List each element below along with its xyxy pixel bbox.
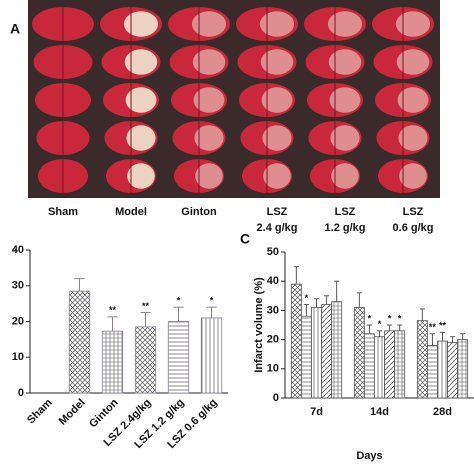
infarct [397,87,429,113]
bar [374,336,385,399]
bar [363,333,375,399]
bar [321,304,333,399]
brain-slices [32,7,434,193]
x-tick-label: 14d [370,406,389,418]
infarct [395,11,431,37]
significance-label: * [305,293,309,303]
bar [384,330,396,399]
bar [300,315,312,399]
y-tick-label: 30 [12,280,24,292]
bar [394,330,406,399]
column-label: LSZ [335,206,356,218]
bar [416,320,428,399]
infarct [398,125,428,151]
significance-label: * [210,296,214,306]
bar [426,345,438,399]
significance-label: ** [429,322,437,332]
bar [167,321,190,394]
infarct [261,87,293,113]
significance-label: * [177,296,181,306]
significance-label: ** [109,305,117,315]
significance-label: ** [439,321,447,331]
column-label: Ginton [181,206,217,218]
infarct [328,49,362,75]
infarct [193,87,225,113]
infarct [123,11,159,37]
y-axis-title: Infarct volume (%) [253,277,265,373]
x-tick-label: 7d [310,406,323,418]
photo-background [28,0,440,198]
column-label: LSZ [403,206,424,218]
infarct [396,49,430,75]
bar [447,342,459,399]
column-label: 1.2 g/kg [325,222,366,234]
significance-label: ** [142,301,150,311]
infarct [126,125,156,151]
bar [331,301,343,399]
column-label: 0.6 g/kg [393,222,434,234]
infarct [327,11,363,37]
infarct [399,163,427,189]
bar [437,340,448,399]
infarct [263,163,291,189]
bar [200,317,223,394]
column-label: Model [115,206,147,218]
panel-label: A [10,21,20,37]
panel-label: C [240,231,250,247]
column-label: 2.4 g/kg [257,222,298,234]
infarct [330,125,360,151]
significance-label: * [378,319,382,329]
infarct [260,49,294,75]
y-tick-label: 10 [12,351,24,363]
bar [134,326,157,394]
bar [311,307,322,399]
bar [68,290,91,394]
infarct [191,11,227,37]
y-tick-label: 20 [267,334,279,346]
infarct [124,49,158,75]
y-tick-label: 20 [12,315,24,327]
photo-labels: Sham Model Ginton LSZ 2.4 g/kg LSZ 1.2 g/kg LSZ… [48,206,433,234]
bar [290,283,302,399]
infarct [192,49,226,75]
y-tick-label: 40 [267,275,279,287]
x-tick-label: Sham [25,397,55,427]
bar [101,330,124,394]
x-axis-title: Days [356,450,382,462]
y-tick-label: 0 [273,392,279,404]
infarct [331,163,359,189]
significance-label: * [398,313,402,323]
significance-label: * [388,313,392,323]
infarct [194,125,224,151]
infarct [127,163,155,189]
infarct [125,87,157,113]
bar [457,339,469,399]
column-label: LSZ [267,206,288,218]
infarct [329,87,361,113]
y-tick-label: 10 [267,363,279,375]
x-tick-label: 28d [433,406,452,418]
infarct [195,163,223,189]
significance-label: * [368,313,372,323]
y-tick-label: 40 [12,244,24,256]
infarct [262,125,292,151]
y-tick-label: 50 [267,246,279,258]
y-tick-label: 0 [18,387,24,399]
column-label: Sham [48,206,78,218]
infarct [259,11,295,37]
y-tick-label: 30 [267,304,279,316]
bar [353,307,365,399]
x-tick-label: Model [57,397,88,428]
